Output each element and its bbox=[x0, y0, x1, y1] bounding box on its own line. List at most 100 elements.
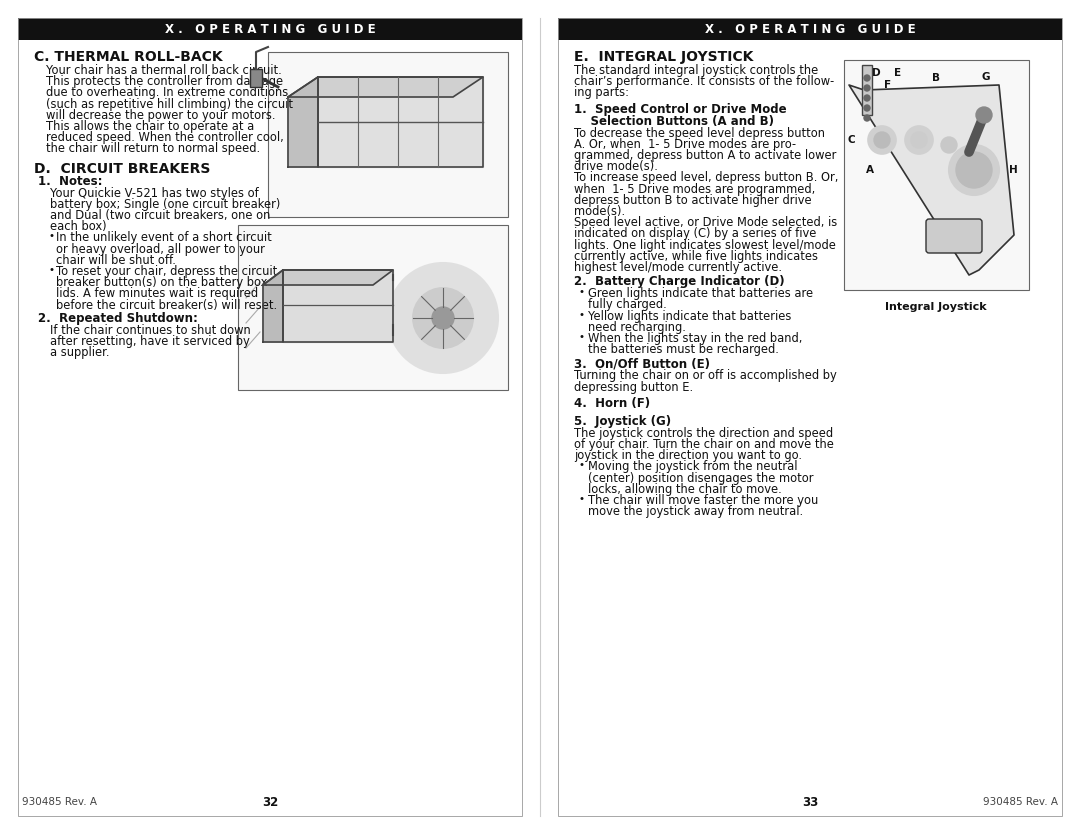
Polygon shape bbox=[264, 270, 393, 285]
Text: •: • bbox=[578, 309, 584, 319]
Text: G: G bbox=[982, 72, 990, 82]
Bar bbox=[862, 65, 872, 115]
Text: a supplier.: a supplier. bbox=[50, 346, 109, 359]
Text: highest level/mode currently active.: highest level/mode currently active. bbox=[573, 261, 782, 274]
Text: or heavy overload, all power to your: or heavy overload, all power to your bbox=[56, 243, 265, 255]
Text: D: D bbox=[872, 68, 880, 78]
Text: before the circuit breaker(s) will reset.: before the circuit breaker(s) will reset… bbox=[56, 299, 278, 312]
Text: To decrease the speed level depress button: To decrease the speed level depress butt… bbox=[573, 127, 825, 139]
Text: To increase speed level, depress button B. Or,: To increase speed level, depress button … bbox=[573, 172, 838, 184]
Text: H: H bbox=[1009, 165, 1017, 175]
Circle shape bbox=[868, 126, 896, 154]
Polygon shape bbox=[318, 77, 483, 167]
Text: lights. One light indicates slowest level/mode: lights. One light indicates slowest leve… bbox=[573, 239, 836, 252]
Bar bbox=[18, 18, 522, 40]
Text: and Dual (two circuit breakers, one on: and Dual (two circuit breakers, one on bbox=[50, 209, 270, 222]
Text: move the joystick away from neutral.: move the joystick away from neutral. bbox=[588, 505, 804, 518]
Text: the chair will return to normal speed.: the chair will return to normal speed. bbox=[46, 143, 260, 155]
Text: If the chair continues to shut down: If the chair continues to shut down bbox=[50, 324, 251, 337]
Text: fully charged.: fully charged. bbox=[588, 299, 666, 311]
Text: breaker button(s) on the battery box: breaker button(s) on the battery box bbox=[56, 276, 268, 289]
Text: locks, allowing the chair to move.: locks, allowing the chair to move. bbox=[588, 483, 782, 495]
Text: A. Or, when  1- 5 Drive modes are pro-: A. Or, when 1- 5 Drive modes are pro- bbox=[573, 138, 796, 151]
Text: The joystick controls the direction and speed: The joystick controls the direction and … bbox=[573, 427, 833, 440]
Text: In the unlikely event of a short circuit: In the unlikely event of a short circuit bbox=[56, 231, 272, 244]
Text: reduced speed. When the controller cool,: reduced speed. When the controller cool, bbox=[46, 131, 284, 144]
Text: F: F bbox=[885, 80, 891, 90]
Text: joystick in the direction you want to go.: joystick in the direction you want to go… bbox=[573, 450, 802, 462]
Polygon shape bbox=[288, 77, 483, 97]
Text: chair’s performance. It consists of the follow-: chair’s performance. It consists of the … bbox=[573, 75, 834, 88]
Text: A: A bbox=[866, 165, 874, 175]
Text: Green lights indicate that batteries are: Green lights indicate that batteries are bbox=[588, 287, 813, 300]
Text: 930485 Rev. A: 930485 Rev. A bbox=[22, 797, 97, 807]
Circle shape bbox=[864, 95, 870, 101]
Text: 1.  Speed Control or Drive Mode: 1. Speed Control or Drive Mode bbox=[573, 103, 786, 116]
Text: 3.  On/Off Button (E): 3. On/Off Button (E) bbox=[573, 358, 710, 370]
Text: 5.  Joystick (G): 5. Joystick (G) bbox=[573, 414, 671, 428]
Text: C. THERMAL ROLL-BACK: C. THERMAL ROLL-BACK bbox=[33, 50, 222, 64]
FancyBboxPatch shape bbox=[926, 219, 982, 253]
Text: When the lights stay in the red band,: When the lights stay in the red band, bbox=[588, 332, 802, 345]
Circle shape bbox=[864, 115, 870, 121]
Polygon shape bbox=[264, 270, 283, 342]
Text: drive mode(s).: drive mode(s). bbox=[573, 160, 658, 173]
Text: each box): each box) bbox=[50, 220, 107, 234]
Text: mode(s).: mode(s). bbox=[573, 205, 625, 218]
Circle shape bbox=[941, 137, 957, 153]
Text: due to overheating. In extreme conditions: due to overheating. In extreme condition… bbox=[46, 87, 288, 99]
Text: 2.  Battery Charge Indicator (D): 2. Battery Charge Indicator (D) bbox=[573, 275, 785, 289]
Text: 2.  Repeated Shutdown:: 2. Repeated Shutdown: bbox=[38, 312, 198, 324]
Circle shape bbox=[912, 132, 927, 148]
Text: Your Quickie V-521 has two styles of: Your Quickie V-521 has two styles of bbox=[50, 187, 259, 199]
Bar bbox=[18, 18, 522, 816]
Bar bbox=[238, 225, 508, 390]
Text: •: • bbox=[48, 231, 54, 241]
Text: X .   O P E R A T I N G   G U I D E: X . O P E R A T I N G G U I D E bbox=[164, 23, 376, 36]
Text: the batteries must be recharged.: the batteries must be recharged. bbox=[588, 344, 779, 356]
Text: To reset your chair, depress the circuit: To reset your chair, depress the circuit bbox=[56, 265, 278, 278]
Text: (such as repetitive hill climbing) the circuit: (such as repetitive hill climbing) the c… bbox=[46, 98, 293, 111]
Text: indicated on display (C) by a series of five: indicated on display (C) by a series of … bbox=[573, 228, 816, 240]
Text: 4.  Horn (F): 4. Horn (F) bbox=[573, 397, 650, 409]
Circle shape bbox=[905, 126, 933, 154]
Text: This protects the controller from damage: This protects the controller from damage bbox=[46, 75, 283, 88]
Text: Turning the chair on or off is accomplished by: Turning the chair on or off is accomplis… bbox=[573, 369, 837, 383]
Polygon shape bbox=[283, 270, 393, 342]
Bar bbox=[558, 18, 1062, 40]
Text: 33: 33 bbox=[801, 796, 819, 808]
Text: E: E bbox=[894, 68, 901, 78]
Text: Integral Joystick: Integral Joystick bbox=[886, 302, 987, 312]
Text: of your chair. Turn the chair on and move the: of your chair. Turn the chair on and mov… bbox=[573, 438, 834, 451]
Text: when  1- 5 Drive modes are programmed,: when 1- 5 Drive modes are programmed, bbox=[573, 183, 815, 196]
Text: ing parts:: ing parts: bbox=[573, 87, 629, 99]
Circle shape bbox=[864, 85, 870, 91]
Text: currently active, while five lights indicates: currently active, while five lights indi… bbox=[573, 250, 818, 263]
Text: chair will be shut off.: chair will be shut off. bbox=[56, 254, 176, 267]
Text: depressing button E.: depressing button E. bbox=[573, 380, 693, 394]
Text: will decrease the power to your motors.: will decrease the power to your motors. bbox=[46, 108, 275, 122]
Text: This allows the chair to operate at a: This allows the chair to operate at a bbox=[46, 120, 254, 133]
Circle shape bbox=[413, 288, 473, 349]
Text: 930485 Rev. A: 930485 Rev. A bbox=[983, 797, 1058, 807]
Text: •: • bbox=[578, 460, 584, 470]
Text: The standard integral joystick controls the: The standard integral joystick controls … bbox=[573, 64, 819, 77]
Text: Moving the joystick from the neutral: Moving the joystick from the neutral bbox=[588, 460, 797, 474]
Text: Speed level active, or Drive Mode selected, is: Speed level active, or Drive Mode select… bbox=[573, 216, 837, 229]
Text: •: • bbox=[578, 287, 584, 297]
Bar bbox=[268, 52, 508, 217]
Text: after resetting, have it serviced by: after resetting, have it serviced by bbox=[50, 335, 249, 348]
Text: Yellow lights indicate that batteries: Yellow lights indicate that batteries bbox=[588, 309, 792, 323]
Text: lids. A few minutes wait is required: lids. A few minutes wait is required bbox=[56, 288, 258, 300]
Text: •: • bbox=[48, 265, 54, 275]
Text: X .   O P E R A T I N G   G U I D E: X . O P E R A T I N G G U I D E bbox=[704, 23, 916, 36]
Bar bbox=[843, 60, 1029, 290]
Text: need recharging.: need recharging. bbox=[588, 321, 686, 334]
Text: C: C bbox=[847, 135, 854, 145]
Bar bbox=[249, 69, 262, 87]
Text: Your chair has a thermal roll back circuit.: Your chair has a thermal roll back circu… bbox=[46, 64, 282, 77]
Circle shape bbox=[864, 105, 870, 111]
Circle shape bbox=[864, 75, 870, 81]
Circle shape bbox=[949, 145, 999, 195]
Text: E.  INTEGRAL JOYSTICK: E. INTEGRAL JOYSTICK bbox=[573, 50, 754, 64]
